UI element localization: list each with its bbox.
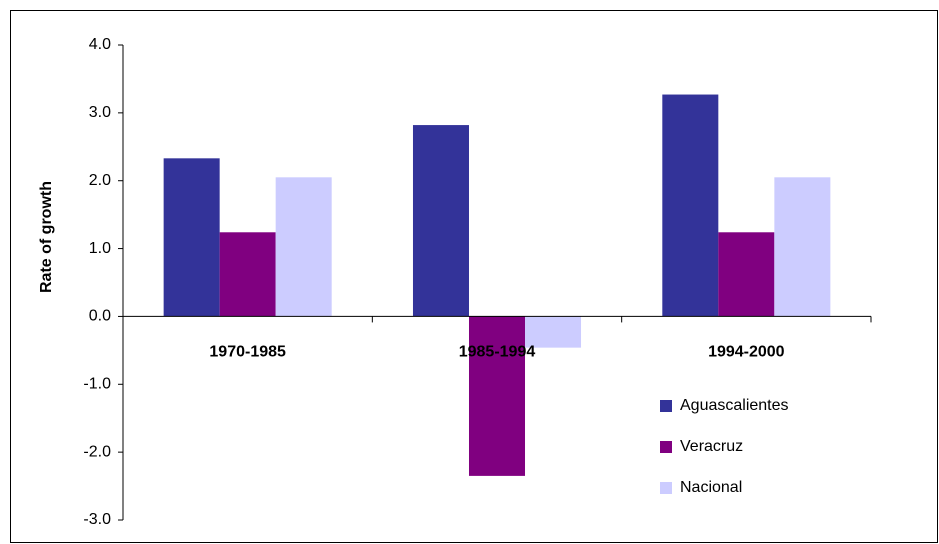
y-tick-label: 1.0 xyxy=(89,240,111,257)
y-axis-title: Rate of growth xyxy=(38,181,55,293)
legend-swatch xyxy=(660,400,672,412)
x-tick-label: 1970-1985 xyxy=(209,344,286,361)
bar xyxy=(774,177,831,317)
y-tick-label: -1.0 xyxy=(83,376,111,393)
legend-label: Nacional xyxy=(680,479,742,496)
bar xyxy=(163,158,220,317)
legend-swatch xyxy=(660,482,672,494)
bar xyxy=(468,316,526,476)
bar xyxy=(718,232,775,317)
y-tick-label: 4.0 xyxy=(89,36,111,53)
legend-swatch xyxy=(660,441,672,453)
y-tick-label: -3.0 xyxy=(83,511,111,528)
bar xyxy=(525,316,582,348)
x-tick-label: 1985-1994 xyxy=(459,344,536,361)
x-tick-label: 1994-2000 xyxy=(708,344,785,361)
y-tick-label: 3.0 xyxy=(89,104,111,121)
bar xyxy=(219,232,276,317)
bar xyxy=(662,94,719,317)
legend-label: Aguascalientes xyxy=(680,397,789,414)
y-tick-label: -2.0 xyxy=(83,443,111,460)
bar xyxy=(275,177,332,317)
legend-label: Veracruz xyxy=(680,438,743,455)
bar xyxy=(412,125,469,317)
y-tick-label: 2.0 xyxy=(89,172,111,189)
y-tick-label: 0.0 xyxy=(89,308,111,325)
